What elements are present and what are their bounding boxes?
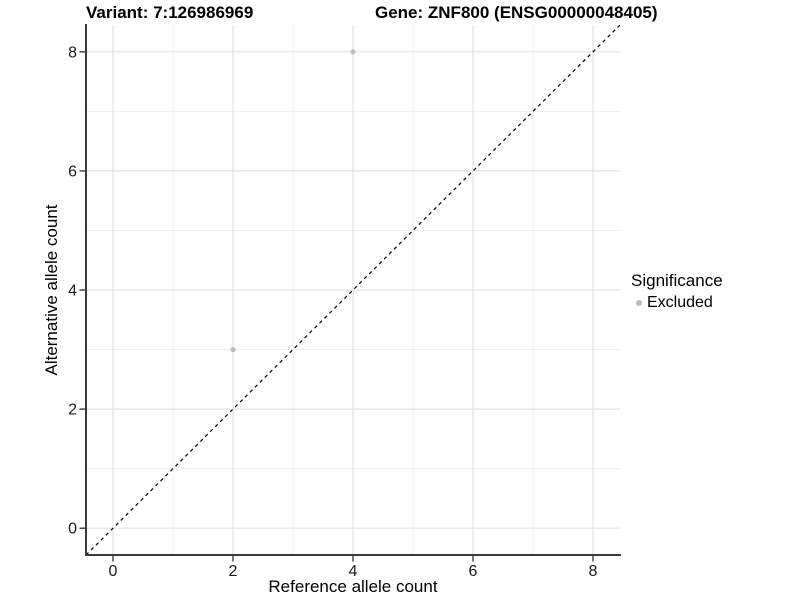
- x-tick-label: 2: [229, 563, 238, 580]
- excluded-point-icon: [636, 300, 642, 306]
- x-tick-label: 4: [349, 563, 358, 580]
- y-tick-label: 4: [68, 283, 77, 300]
- x-axis-label: Reference allele count: [268, 577, 438, 596]
- legend-item-excluded: Excluded: [631, 294, 723, 312]
- legend: Significance Excluded: [631, 271, 723, 312]
- axis-lines: [85, 24, 621, 556]
- y-axis-label: Alternative allele count: [42, 204, 61, 376]
- x-tick-label: 0: [109, 563, 118, 580]
- legend-item-label: Excluded: [647, 294, 713, 311]
- y-tick-label: 2: [68, 402, 77, 419]
- x-tick-label: 6: [469, 563, 478, 580]
- x-tick-label: 8: [589, 563, 598, 580]
- legend-title: Significance: [631, 271, 723, 290]
- y-tick-label: 8: [68, 44, 77, 61]
- data-point: [230, 346, 236, 353]
- plot-title-gene: Gene: ZNF800 (ENSG00000048405): [375, 3, 658, 22]
- data-point: [350, 49, 356, 55]
- y-tick-label: 6: [68, 163, 77, 180]
- plot-title-variant: Variant: 7:126986969: [86, 3, 254, 22]
- y-tick-label: 0: [68, 521, 77, 538]
